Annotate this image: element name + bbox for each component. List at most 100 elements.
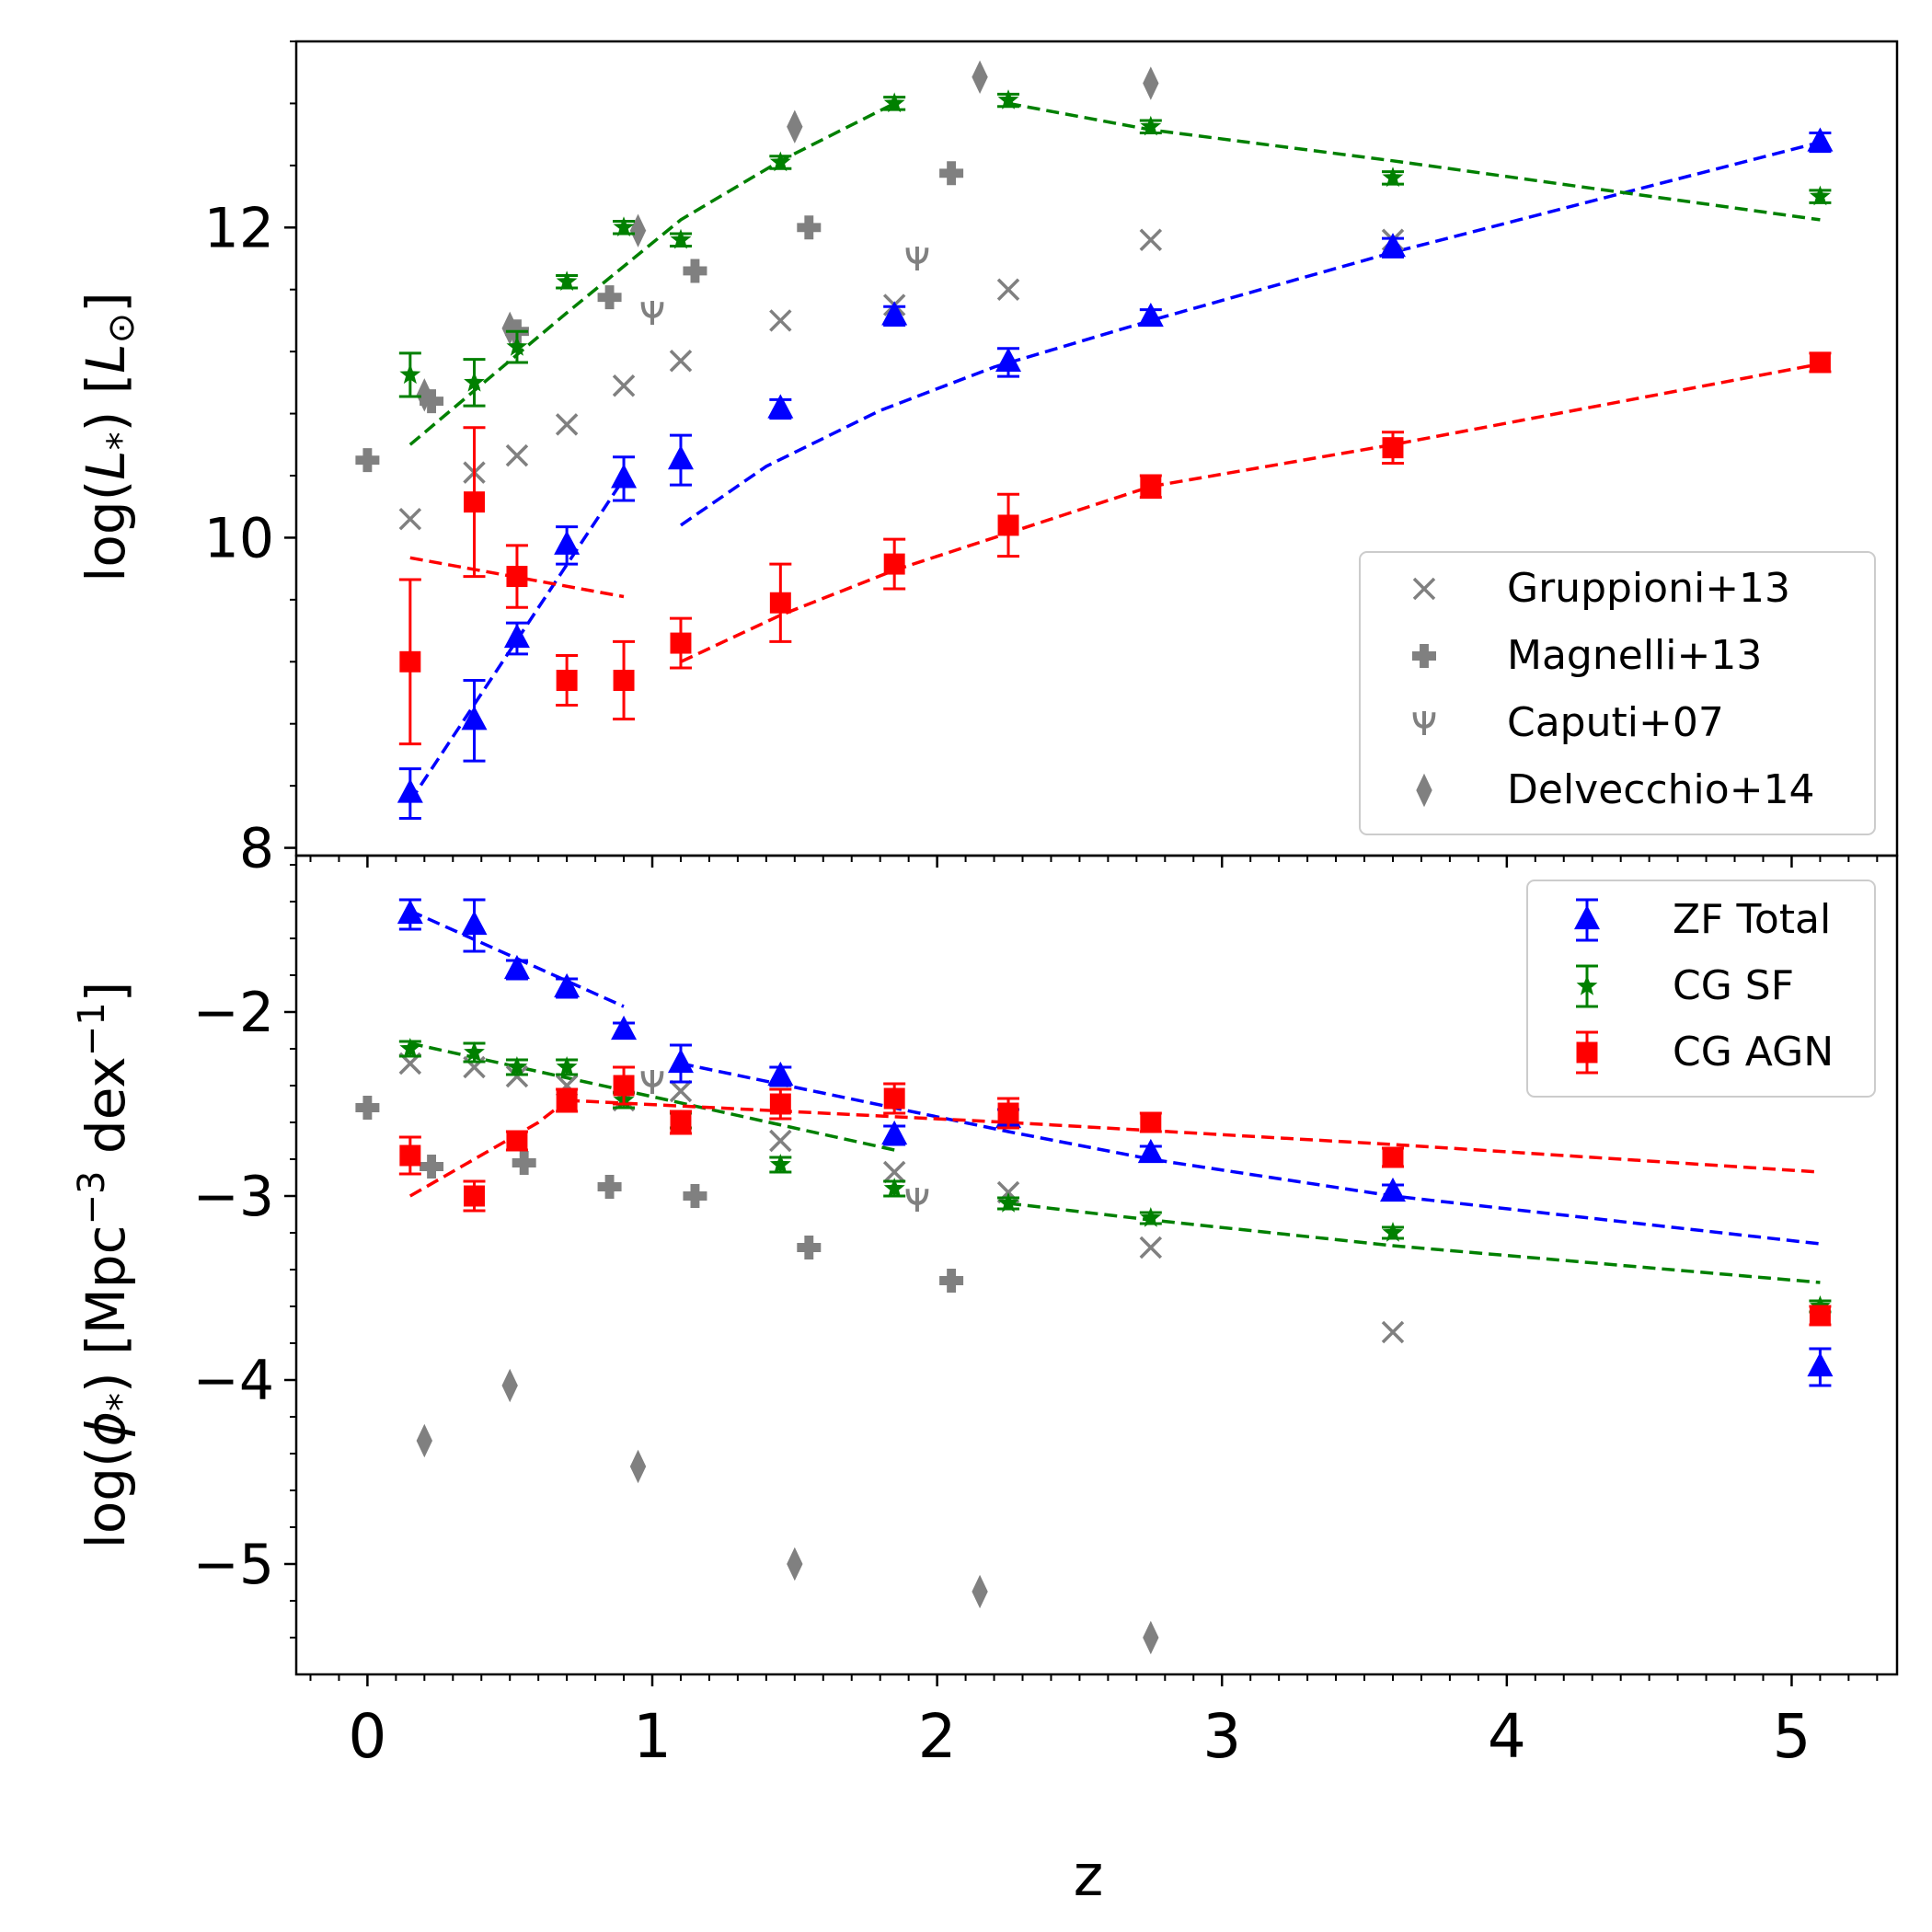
top-y-tick-label: 12 [204,196,274,260]
top-cg-agn-point [506,566,528,588]
bottom-cg-agn-point [613,1075,635,1097]
bottom-cg-sf-point [464,1041,485,1062]
bottom-cg-sf-point [1382,1222,1404,1242]
x-axis: 0 1 2 3 4 5 [309,1674,1879,1772]
bottom-cg-agn-point [556,1089,578,1111]
bottom-y-tick-label: −3 [193,1165,274,1229]
top-series-cg-agn [398,351,1832,746]
top-series-cg-sf [398,89,1832,408]
bottom-legend: ZF Total CG SF CG AGN [1526,880,1876,1098]
bottom-series-cg-agn [398,1065,1832,1327]
bottom-y-tick-label: −2 [193,981,274,1045]
bottom-cg-agn-point [883,1087,905,1110]
legend-magnelli-13-marker [1412,644,1436,668]
bottom-cg-sf-point [997,1192,1019,1213]
bottom-magnelli-13-point [797,1236,822,1259]
bottom-panel-frame [294,854,1899,1676]
bottom-zf-total-point [881,1120,908,1145]
top-magnelli-13-point [797,215,822,240]
top-zf-total-point [1137,302,1164,328]
top-zf-total-point [881,301,908,326]
bottom-magnelli-13-point [597,1175,622,1199]
top-y-tick-label: 10 [204,506,274,570]
top-legend: Gruppioni+13 Magnelli+13 Caputi+07 Delvecch… [1359,551,1876,835]
top-gruppioni-13-point [555,413,579,436]
bottom-zf-total-point [1137,1138,1164,1164]
bottom-cg-agn-point [1809,1305,1831,1327]
bottom-cg-sf-fit-line-1 [1007,1202,1821,1284]
top-magnelli-13-point [683,259,707,283]
top-legend-entries: Gruppioni+13 Magnelli+13 Caputi+07 Delvecch… [1412,565,1815,813]
legend-magnelli-13-label: Magnelli+13 [1507,632,1762,679]
bottom-magnelli-13-point [512,1151,536,1175]
top-delvecchio-14-point [501,311,518,346]
bottom-zf-total-point [611,1015,638,1041]
bottom-series-delvecchio-14 [416,1368,1159,1655]
top-cg-sf-point [1382,167,1404,188]
legend-delvecchio-14-marker [1416,773,1432,808]
bottom-cg-sf-point [506,1056,528,1076]
x-tick-label: 4 [1488,1701,1526,1772]
bottom-cg-agn-point [464,1185,485,1207]
bottom-zf-total-point [1807,1351,1834,1377]
top-cg-agn-point [613,670,635,691]
top-y-tick-label: 8 [239,817,274,881]
top-cg-agn-point [464,491,485,513]
x-tick-label: 3 [1202,1701,1241,1772]
bottom-cg-sf-point [556,1056,578,1076]
top-gruppioni-13-point [1139,228,1163,252]
top-caputi-07-point [640,301,664,325]
bottom-zf-total-point [397,899,423,925]
bottom-cg-agn-point [670,1111,692,1133]
bottom-series-caputi-07 [640,1070,929,1212]
bottom-cg-sf-point [883,1178,905,1198]
top-magnelli-13-point [939,161,964,186]
legend-caputi-07-marker [1412,711,1436,735]
legend-zf-total-marker [1574,904,1600,930]
top-cg-agn-point [1140,476,1162,498]
top-cg-agn-point [1809,351,1831,374]
bottom-cg-sf-point [1140,1207,1162,1227]
top-cg-sf-point [883,92,905,113]
top-gruppioni-13-point [996,278,1020,301]
bottom-cg-agn-point [506,1130,528,1152]
legend-gruppioni-13-marker [1412,577,1436,601]
bottom-delvecchio-14-point [629,1449,647,1484]
top-cg-agn-point [1382,437,1404,459]
bottom-gruppioni-13-point [882,1160,906,1184]
bottom-series-magnelli-13 [355,1096,964,1293]
top-zf-total-fit-line-1 [680,140,1821,527]
bottom-magnelli-13-point [355,1096,380,1120]
top-cg-sf-point [399,363,421,385]
bottom-cg-sf-point [769,1154,791,1174]
bottom-gruppioni-13-point [769,1129,792,1153]
top-magnelli-13-point [420,389,444,414]
top-cg-sf-point [997,89,1019,109]
top-series-caputi-07 [640,247,929,325]
top-cg-sf-fit-line-1 [1007,101,1821,222]
top-zf-total-point [667,445,694,470]
bottom-delvecchio-14-point [1143,1620,1159,1655]
bottom-y-axis: −5 −4 −3 −2 [193,864,296,1639]
bottom-delvecchio-14-point [787,1547,803,1581]
bottom-delvecchio-14-point [416,1423,433,1458]
top-cg-agn-point [883,553,905,575]
bottom-gruppioni-13-point [505,1064,529,1088]
bottom-zf-total-point [667,1048,694,1074]
x-tick-label: 2 [918,1701,957,1772]
top-cg-sf-point [1140,115,1162,136]
x-axis-label: z [1074,1842,1104,1909]
bottom-y-tick-label: −5 [193,1533,274,1597]
top-gruppioni-13-point [669,350,693,373]
top-gruppioni-13-point [398,507,422,531]
top-cg-agn-point [769,592,791,614]
top-y-axis-label: log(L*) [L⊙] [75,292,143,582]
top-gruppioni-13-point [769,309,792,332]
top-cg-sf-point [556,270,578,291]
bottom-gruppioni-13-point [1139,1236,1163,1259]
top-zf-total-point [1379,233,1406,258]
top-cg-sf-point [769,151,791,172]
bottom-zf-total-point [461,910,488,936]
